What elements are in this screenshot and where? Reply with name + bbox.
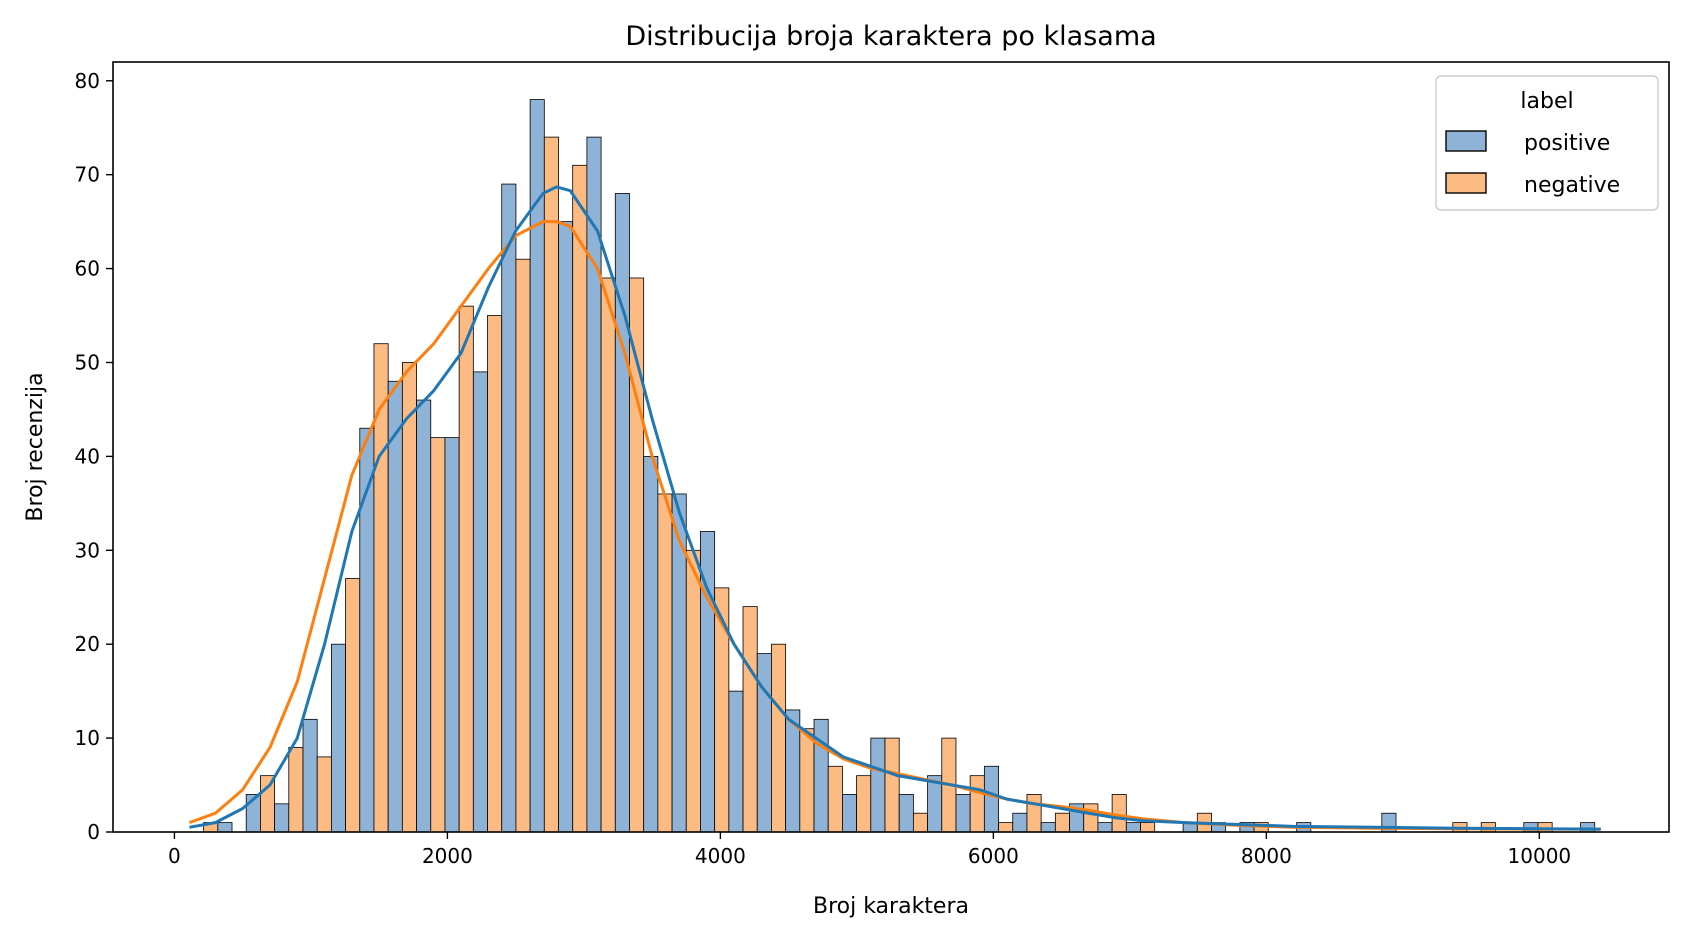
bar-negative-25: [912, 812, 928, 833]
x-tick-label: 6000: [968, 844, 1019, 868]
bar-positive-16: [643, 455, 659, 833]
bar-positive-11: [501, 183, 517, 833]
legend-label-positive: positive: [1524, 131, 1610, 156]
bar-negative-20: [771, 643, 787, 833]
y-axis-label: Broj recenzija: [23, 372, 48, 521]
bar-positive-30: [1040, 822, 1056, 833]
bar-negative-12: [543, 136, 559, 833]
bar-negative-14: [600, 277, 616, 833]
bar-positive-4: [302, 718, 318, 833]
chart-title: Distribucija broja karaktera po klasama: [625, 21, 1156, 52]
bar-negative-21: [799, 728, 815, 833]
bar-negative-23: [856, 775, 872, 833]
bar-negative-8: [430, 437, 446, 833]
bar-positive-22: [813, 718, 829, 833]
bar-positive-23: [842, 794, 858, 833]
bar-positive-5: [330, 643, 346, 833]
bar-positive-33: [1125, 822, 1141, 833]
bar-negative-7: [401, 362, 417, 833]
x-axis-label: Broj karaktera: [813, 894, 969, 919]
bar-negative-17: [685, 549, 701, 833]
bar-negative-16: [657, 493, 673, 833]
bar-positive-10: [472, 371, 488, 833]
bar-positive-32: [1097, 822, 1113, 833]
kde-line-positive: [189, 185, 1601, 831]
legend-frame: [1435, 75, 1659, 211]
y-axis-ticks: 0 10 20 30 40 50 60 70 80: [75, 69, 113, 844]
bar-positive-13: [558, 221, 574, 833]
legend-label-negative: negative: [1524, 173, 1620, 198]
bar-negative-24: [884, 737, 900, 833]
y-tick-label: 80: [75, 69, 100, 93]
legend: label positive negative: [1435, 75, 1659, 211]
bar-positive-20: [756, 653, 772, 833]
bar-negative-2: [260, 775, 276, 833]
bar-negative-27: [969, 775, 985, 833]
bar-negative-5: [345, 578, 361, 833]
y-tick-label: 60: [75, 257, 100, 281]
y-tick-label: 30: [75, 538, 100, 562]
x-tick-label: 0: [168, 844, 181, 868]
bar-negative-30: [1054, 812, 1070, 833]
bar-negative-11: [515, 258, 531, 833]
bar-negative-13: [572, 164, 588, 833]
legend-swatch-positive: [1445, 130, 1487, 152]
y-tick-label: 70: [75, 163, 100, 187]
bar-negative-22: [827, 765, 843, 833]
y-tick-label: 40: [75, 444, 100, 468]
bar-positive-1: [217, 822, 233, 833]
bar-positive-9: [444, 437, 460, 833]
y-tick-label: 0: [87, 820, 100, 844]
bar-positive-7: [387, 380, 403, 833]
bar-negative-33: [1140, 822, 1156, 833]
bar-positive-17: [671, 493, 687, 833]
bar-positive-29: [1012, 812, 1028, 833]
bar-positive-24: [870, 737, 886, 833]
bar-negative-9: [458, 305, 474, 833]
x-tick-label: 4000: [695, 844, 746, 868]
y-tick-label: 20: [75, 632, 100, 656]
bar-negative-31: [1083, 803, 1099, 833]
bar-negative-10: [487, 315, 503, 833]
bar-positive-8: [416, 399, 432, 833]
bar-positive-27: [955, 794, 971, 833]
bar-negative-32: [1111, 794, 1127, 833]
bar-negative-3: [288, 747, 304, 833]
plot-frame: [112, 61, 1670, 833]
bar-positive-25: [898, 794, 914, 833]
x-tick-label: 10000: [1508, 844, 1572, 868]
bar-negative-29: [1026, 794, 1042, 833]
bar-positive-14: [586, 136, 602, 833]
legend-swatch-negative: [1445, 172, 1487, 194]
bar-positive-3: [274, 803, 290, 833]
x-axis-ticks: 0 2000 4000 6000 8000 10000: [168, 832, 1571, 868]
y-tick-label: 10: [75, 726, 100, 750]
x-tick-label: 2000: [422, 844, 473, 868]
legend-title: label: [1520, 89, 1573, 114]
bar-negative-28: [998, 822, 1014, 833]
bar-positive-28: [983, 765, 999, 833]
x-tick-label: 8000: [1241, 844, 1292, 868]
y-tick-label: 50: [75, 350, 100, 374]
bar-positive-19: [728, 690, 744, 833]
bar-negative-19: [742, 606, 758, 833]
bar-negative-4: [316, 756, 332, 833]
kde-curves: [188, 185, 1601, 831]
